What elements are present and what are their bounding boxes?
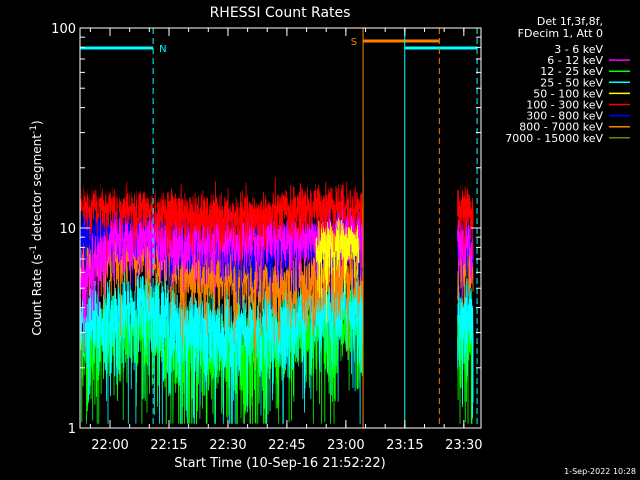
footer-date: 1-Sep-2022 10:28 [564,467,636,476]
axis-ticks: 22:00 22:15 22:30 22:45 23:00 23:15 23:30 1 10 10… [51,22,482,453]
y-tick-label-0: 1 [68,422,76,437]
x-tick-label-5: 23:15 [386,438,423,453]
y-axis-label-part2: detector segment [30,134,44,245]
legend-label-1: 6 - 12 keV [547,54,603,67]
y-axis-label-sup2: -1 [29,125,39,134]
x-tick-label-0: 22:00 [91,438,128,453]
x-tick-label-6: 23:30 [445,438,482,453]
legend-label-3: 25 - 50 keV [540,76,603,89]
y-axis-label: Count Rate (s-1 detector segment-1) [29,120,44,335]
y-axis-label-sup1: -1 [29,245,39,254]
legend-label-2: 12 - 25 keV [540,65,603,78]
chart-title: RHESSI Count Rates [210,5,351,21]
series-line-4 [315,216,360,323]
x-tick-label-4: 23:00 [327,438,364,453]
legend-label-4: 50 - 100 keV [533,87,603,100]
y-axis-label-part1: Count Rate (s [30,254,44,336]
legend-label-8: 7000 - 15000 keV [505,132,603,145]
series-line-0 [79,117,474,224]
y-tick-label-1: 10 [59,222,76,237]
x-tick-label-2: 22:30 [209,438,246,453]
x-tick-label-3: 22:45 [268,438,305,453]
series-line-5 [79,175,474,269]
legend-label-5: 100 - 300 keV [526,99,603,112]
x-axis-label: Start Time (10-Sep-16 21:52:22) [174,456,385,471]
y-axis-label-part3: ) [30,120,44,125]
legend-label-0: 3 - 6 keV [554,43,603,56]
legend-label-6: 300 - 800 keV [526,110,603,123]
y-tick-label-2: 100 [51,22,76,37]
saa-label: S [351,37,357,48]
legend-header-1: FDecim 1, Att 0 [518,27,603,40]
x-tick-label-1: 22:15 [150,438,187,453]
legend-label-7: 800 - 7000 keV [519,121,603,134]
night-label: N [159,44,166,55]
legend-header-0: Det 1f,3f,8f, [537,15,603,28]
